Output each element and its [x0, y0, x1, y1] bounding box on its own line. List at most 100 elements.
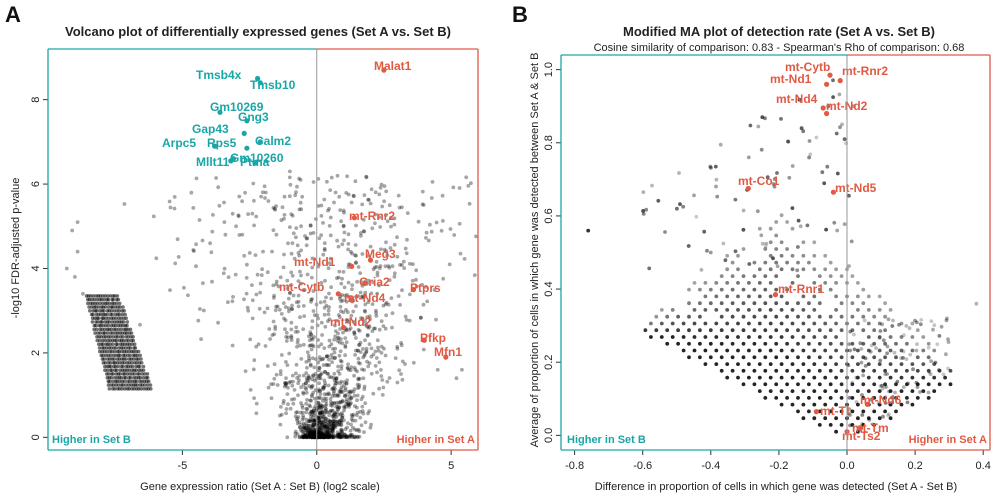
volcano-point — [333, 411, 337, 415]
volcano-point — [250, 283, 254, 287]
volcano-point — [312, 365, 317, 370]
volcano-point — [300, 406, 305, 410]
volcano-point — [259, 273, 264, 277]
volcano-point — [296, 304, 301, 309]
ma-point — [687, 341, 691, 346]
volcano-point — [469, 181, 473, 186]
volcano-point — [384, 189, 389, 194]
volcano-point — [154, 256, 159, 261]
volcano-point — [288, 379, 293, 384]
volcano-point — [91, 294, 96, 298]
ma-point — [670, 335, 675, 339]
volcano-point — [287, 194, 292, 199]
volcano-highlight-point — [244, 145, 250, 151]
volcano-point — [403, 314, 408, 319]
volcano-point — [308, 330, 313, 334]
ma-point — [785, 382, 789, 387]
volcano-point — [134, 368, 138, 373]
ma-point — [801, 321, 806, 326]
ma-point — [719, 274, 724, 278]
volcano-point — [284, 339, 289, 343]
ma-y-tick-label: 0.0 — [543, 428, 555, 443]
ma-point — [774, 260, 779, 265]
volcano-point — [308, 231, 313, 236]
volcano-point — [351, 390, 356, 394]
volcano-point — [301, 390, 306, 395]
volcano-point — [252, 358, 257, 363]
ma-point — [915, 342, 919, 346]
volcano-point — [300, 194, 305, 199]
volcano-point — [125, 372, 130, 376]
ma-point — [839, 382, 844, 387]
volcano-point — [329, 425, 334, 430]
volcano-point — [292, 397, 297, 401]
volcano-point — [250, 211, 255, 216]
volcano-point — [454, 376, 459, 381]
volcano-point — [339, 359, 344, 364]
volcano-point — [303, 234, 307, 238]
panel-label-a: A — [5, 2, 21, 27]
volcano-point — [111, 297, 116, 302]
ma-point — [774, 355, 779, 360]
volcano-point — [365, 359, 369, 364]
ma-point — [755, 209, 760, 214]
volcano-point — [252, 223, 256, 228]
volcano-point — [382, 346, 386, 351]
volcano-point — [348, 390, 353, 394]
volcano-point — [334, 434, 339, 438]
volcano-point — [317, 366, 322, 370]
volcano-point — [343, 336, 348, 340]
volcano-point — [109, 375, 114, 380]
ma-point — [763, 382, 768, 387]
volcano-point — [347, 394, 352, 399]
volcano-point — [352, 194, 356, 199]
ma-point — [763, 244, 768, 249]
ma-point — [779, 362, 784, 366]
volcano-point — [196, 318, 201, 323]
volcano-point — [337, 420, 342, 424]
volcano-point — [304, 371, 309, 375]
ma-point — [723, 258, 728, 263]
volcano-point — [332, 422, 336, 426]
ma-point — [812, 281, 817, 285]
volcano-point — [100, 320, 104, 324]
volcano-point — [337, 194, 342, 199]
volcano-point — [316, 430, 321, 435]
volcano-point — [316, 416, 321, 420]
volcano-point — [313, 427, 317, 432]
volcano-point — [448, 227, 453, 231]
volcano-gene-label: Gng3 — [238, 110, 269, 124]
volcano-point — [318, 432, 323, 437]
volcano-point — [127, 361, 132, 365]
ma-point — [785, 260, 789, 265]
volcano-point — [293, 431, 298, 436]
volcano-point — [385, 379, 390, 384]
volcano-point — [290, 373, 295, 378]
ma-point — [892, 350, 897, 355]
volcano-point — [121, 320, 126, 324]
volcano-point — [329, 353, 334, 357]
volcano-point — [338, 418, 343, 423]
volcano-point — [318, 435, 323, 439]
ma-point — [944, 352, 948, 357]
volcano-point — [344, 435, 348, 439]
volcano-point — [363, 338, 367, 343]
volcano-point — [90, 320, 95, 324]
ma-point — [915, 328, 920, 333]
ma-point — [801, 294, 806, 299]
volcano-point — [309, 414, 313, 419]
volcano-point — [301, 342, 306, 347]
volcano-point — [173, 261, 178, 266]
volcano-point — [372, 265, 377, 270]
volcano-point — [337, 435, 341, 440]
volcano-point — [319, 405, 324, 410]
volcano-point — [286, 385, 290, 390]
volcano-point — [354, 295, 358, 299]
volcano-point — [327, 435, 332, 439]
volcano-point — [254, 214, 259, 219]
ma-point — [861, 409, 866, 414]
volcano-point — [339, 434, 344, 439]
ma-point — [757, 362, 762, 366]
ma-point — [714, 308, 719, 312]
ma-point — [768, 389, 773, 393]
